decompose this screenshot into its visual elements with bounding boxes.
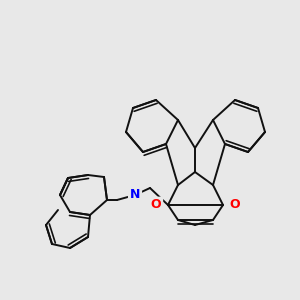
Text: N: N [130, 188, 140, 202]
Text: O: O [151, 199, 161, 212]
Text: O: O [230, 199, 240, 212]
